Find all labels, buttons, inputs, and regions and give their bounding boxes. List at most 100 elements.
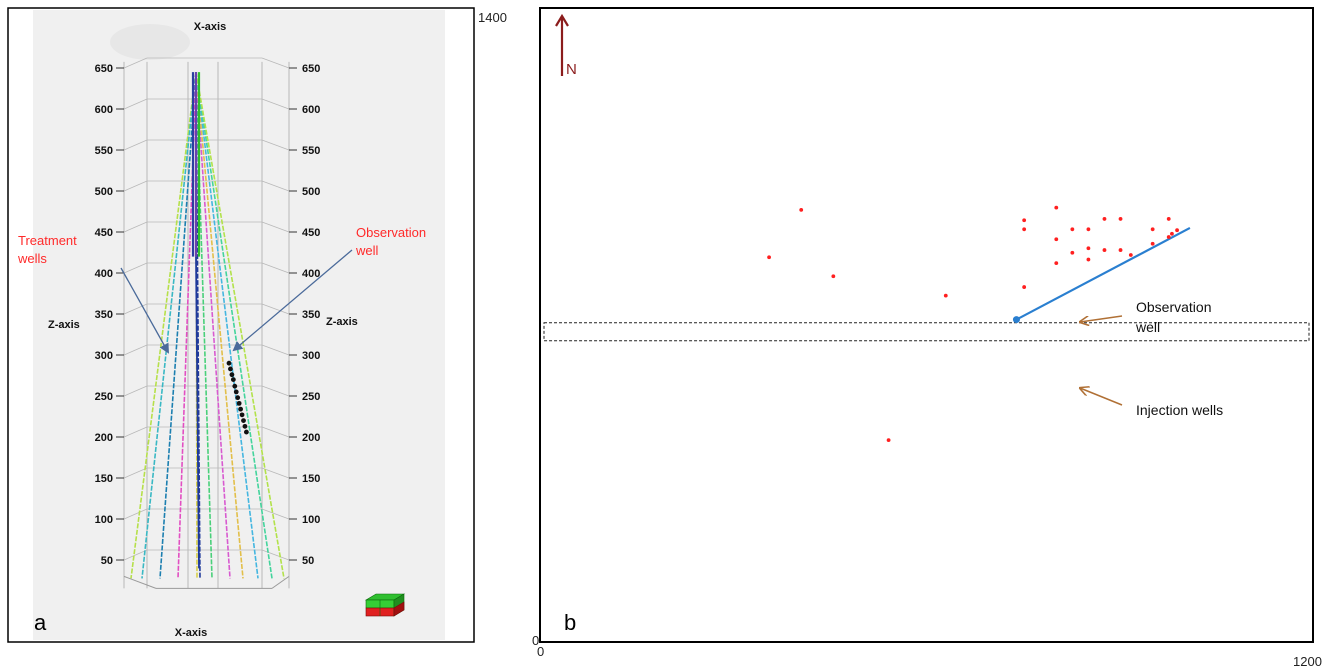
- cube-icon: [364, 593, 406, 617]
- grid-line: [123, 303, 148, 315]
- event-point: [1086, 227, 1091, 232]
- event-point: [1102, 248, 1107, 252]
- observation-point: [244, 429, 249, 435]
- observation-well-label-a: Observation well: [355, 225, 426, 258]
- x-min-label: 0: [537, 644, 544, 659]
- z-tick-label-left: 250: [95, 391, 113, 403]
- observation-arrow-a: [232, 249, 353, 352]
- panel-a-letter: a: [34, 610, 47, 635]
- injection-wells-band: [543, 322, 1310, 342]
- box-bottom-edge: [271, 575, 290, 589]
- grid-line: [123, 549, 148, 561]
- event-point: [1070, 227, 1075, 232]
- z-tick-label-left: 550: [95, 145, 113, 157]
- event-point: [831, 274, 836, 279]
- grid-line: [261, 426, 290, 438]
- treatment-wells-label: Treatment wells: [17, 233, 77, 266]
- observation-point: [228, 366, 233, 372]
- z-tick-label-left: 300: [95, 350, 113, 362]
- x-max-label: 1200: [1293, 654, 1322, 669]
- event-point: [1118, 248, 1123, 252]
- z-tick-label-right: 400: [302, 268, 320, 280]
- event-point: [1022, 285, 1027, 289]
- event-point: [943, 293, 948, 298]
- treatment-well-line: [195, 71, 273, 579]
- z-tick-label-right: 150: [302, 473, 320, 485]
- event-point: [1128, 253, 1133, 257]
- box-bottom-edge: [123, 575, 157, 589]
- z-tick-label-left: 450: [95, 227, 113, 239]
- z-tick-label-right: 600: [302, 104, 320, 116]
- z-tick-label-left: 600: [95, 104, 113, 116]
- grid-line: [123, 344, 148, 356]
- treatment-arrow-1: [120, 267, 169, 354]
- event-point: [886, 438, 891, 443]
- event-point: [1175, 228, 1179, 233]
- observation-point: [236, 400, 242, 406]
- panel-b-letter: b: [564, 610, 576, 635]
- observation-point: [239, 412, 245, 418]
- treatment-well-line: [141, 72, 197, 579]
- grid-line: [123, 508, 148, 520]
- grid-line: [261, 180, 290, 192]
- event-point: [1086, 257, 1091, 262]
- z-tick-label-right: 250: [302, 391, 320, 403]
- panel-a-observation-points: [226, 360, 249, 435]
- grid-line: [261, 303, 290, 315]
- vertical-well-line: [195, 256, 200, 569]
- observation-point: [229, 372, 235, 378]
- treatment-well-line: [195, 72, 244, 579]
- panel-a-z-ticks: 650 650 600 600 550 550 500 500 450 450 400 400 350 3…: [95, 63, 321, 567]
- z-tick-label-left: 50: [101, 555, 113, 567]
- treatment-well-line: [130, 71, 197, 579]
- injection-wells-label: Injection wells: [1136, 402, 1223, 418]
- observation-point: [233, 389, 239, 395]
- grid-line: [123, 57, 148, 69]
- z-tick-label-left: 200: [95, 432, 113, 444]
- observation-arrow-b: [1080, 315, 1123, 322]
- event-point: [1170, 231, 1174, 236]
- observation-well-line: [1015, 226, 1191, 321]
- grid-line: [123, 221, 148, 233]
- panel-a-well-lines: [130, 71, 285, 579]
- y-max-label: 1400: [478, 10, 507, 25]
- z-tick-label-right: 200: [302, 432, 320, 444]
- grid-line: [261, 262, 290, 274]
- z-tick-label-left: 650: [95, 63, 113, 75]
- grid-line: [261, 344, 290, 356]
- grid-line: [123, 385, 148, 397]
- event-point: [1054, 237, 1059, 242]
- event-point: [1022, 227, 1027, 232]
- event-points: [767, 205, 1179, 443]
- event-point: [1054, 261, 1059, 266]
- event-point: [1102, 217, 1107, 221]
- z-tick-label-right: 500: [302, 186, 320, 198]
- panel-a: 650 650 600 600 550 550 500 500 450 450 400 400 350 3…: [7, 7, 475, 643]
- observation-point: [238, 406, 244, 412]
- z-tick-label-right: 100: [302, 514, 320, 526]
- grid-line: [261, 549, 290, 561]
- event-point: [1022, 218, 1027, 223]
- event-point: [1070, 250, 1075, 255]
- event-point: [1166, 217, 1171, 221]
- observation-well-label-b: Observation well: [1135, 299, 1211, 335]
- z-tick-label-right: 450: [302, 227, 320, 239]
- x-axis-label-top: X-axis: [194, 21, 226, 33]
- panel-a-3d-box: [123, 57, 290, 589]
- event-point: [799, 207, 804, 212]
- z-tick-label-right: 300: [302, 350, 320, 362]
- z-tick-label-left: 350: [95, 309, 113, 321]
- treatment-well-line: [159, 72, 197, 579]
- observation-point: [232, 383, 238, 389]
- grid-line: [261, 385, 290, 397]
- z-tick-label-right: 650: [302, 63, 320, 75]
- x-axis-label-bottom: X-axis: [175, 627, 207, 639]
- grid-line: [261, 57, 290, 69]
- grid-line: [261, 221, 290, 233]
- grid-line: [123, 139, 148, 151]
- z-tick-label-right: 350: [302, 309, 320, 321]
- treatment-well-line: [195, 72, 231, 579]
- treatment-well-line: [195, 72, 259, 579]
- y-min-label: 0: [532, 633, 539, 648]
